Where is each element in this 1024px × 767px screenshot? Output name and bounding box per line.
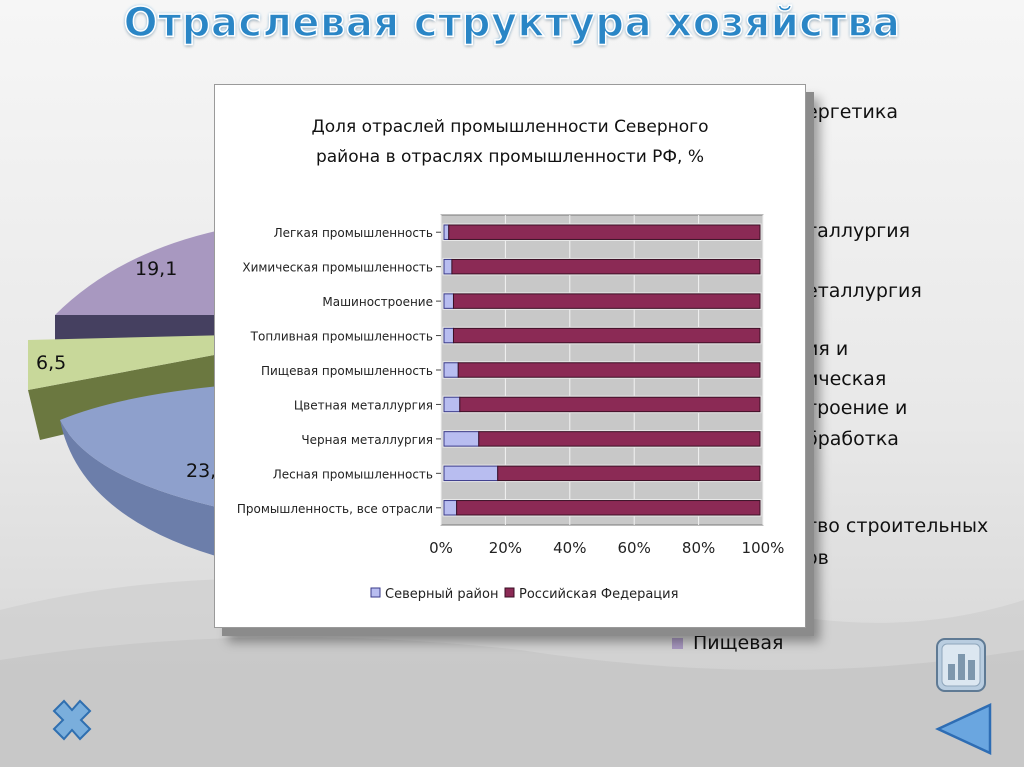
legend-partial-8: тво строительных xyxy=(806,515,989,537)
legend-label-rf: Российская Федерация xyxy=(519,587,678,602)
bar-rf-7 xyxy=(497,465,761,482)
legend-label-severny: Северный район xyxy=(385,587,498,602)
legend-partial-9: ов xyxy=(806,547,829,569)
legend-swatch-food xyxy=(672,637,683,649)
bar-rf-2 xyxy=(452,293,761,309)
bar-severny-3 xyxy=(443,327,454,344)
pie-label-2: 6,5 xyxy=(36,352,67,374)
bar-chart-card: Доля отраслей промышленности Северного ра… xyxy=(214,84,806,628)
category-label: Машиностроение xyxy=(322,295,433,309)
bar-severny-7 xyxy=(443,465,499,482)
bar-rf-3 xyxy=(452,327,761,344)
legend-partial-4: ия и xyxy=(806,338,849,360)
category-label: Топливная промышленность xyxy=(250,330,433,344)
legend-partial-2: таллургия xyxy=(806,220,911,242)
x-tick-label: 20% xyxy=(489,539,522,557)
bar-rf-8 xyxy=(456,500,761,516)
bar-severny-5 xyxy=(443,396,461,413)
x-tick-label: 100% xyxy=(742,539,785,557)
x-tick-label: 60% xyxy=(618,539,651,557)
x-tick-label: 80% xyxy=(682,539,715,557)
chart-title-line: района в отраслях промышленности РФ, % xyxy=(316,147,704,167)
pie-slice-6-5 xyxy=(28,335,230,390)
bar-rf-6 xyxy=(478,431,761,447)
bar-severny-4 xyxy=(443,362,459,378)
bar-rf-1 xyxy=(451,258,761,275)
pie-slice-23 xyxy=(60,385,230,510)
bar-rf-5 xyxy=(459,396,761,413)
bar-severny-2 xyxy=(443,293,454,309)
slide-title: Отраслевая структура хозяйства xyxy=(123,0,901,47)
category-label: Химическая промышленность xyxy=(242,261,433,275)
bar-rf-0 xyxy=(448,224,761,240)
bar-severny-0 xyxy=(443,224,450,240)
pie-slice-19-1-side xyxy=(55,315,230,340)
legend-partial-3: еталлургия xyxy=(806,280,922,302)
x-tick-label: 0% xyxy=(429,539,453,557)
legend-item-food: Пищевая xyxy=(672,632,784,654)
category-label: Пищевая промышленность xyxy=(261,364,433,378)
category-label: Цветная металлургия xyxy=(294,398,433,412)
legend-label-food: Пищевая xyxy=(693,632,784,654)
legend-partial-1: ергетика xyxy=(806,101,898,123)
bar-severny-1 xyxy=(443,258,453,275)
category-label: Легкая промышленность xyxy=(274,226,433,240)
back-triangle-icon[interactable] xyxy=(934,701,994,757)
pie-slice-23-side xyxy=(60,420,230,560)
pie-label-3: 23, xyxy=(186,460,217,482)
legend-partial-7: бработка xyxy=(806,428,899,450)
close-x-icon[interactable] xyxy=(44,692,100,748)
category-label: Лесная промышленность xyxy=(273,467,433,481)
pie-label-1: 19,1 xyxy=(135,258,178,280)
category-label: Промышленность, все отрасли xyxy=(237,502,433,516)
bar-chart: Доля отраслей промышленности Северного ра… xyxy=(237,117,785,602)
legend-partial-6: троение и xyxy=(806,397,908,419)
bar-severny-6 xyxy=(443,431,480,447)
bar-chart-icon[interactable] xyxy=(934,636,990,696)
bar-rf-4 xyxy=(457,362,761,378)
chart-title-line: Доля отраслей промышленности Северного xyxy=(311,117,708,137)
legend-swatch-severny xyxy=(370,587,381,598)
x-tick-label: 40% xyxy=(553,539,586,557)
category-label: Черная металлургия xyxy=(301,433,433,447)
legend-swatch-rf xyxy=(504,587,515,598)
bar-severny-8 xyxy=(443,500,458,516)
legend-partial-5: ическая xyxy=(806,368,887,390)
pie-slice-19-1 xyxy=(55,228,230,315)
